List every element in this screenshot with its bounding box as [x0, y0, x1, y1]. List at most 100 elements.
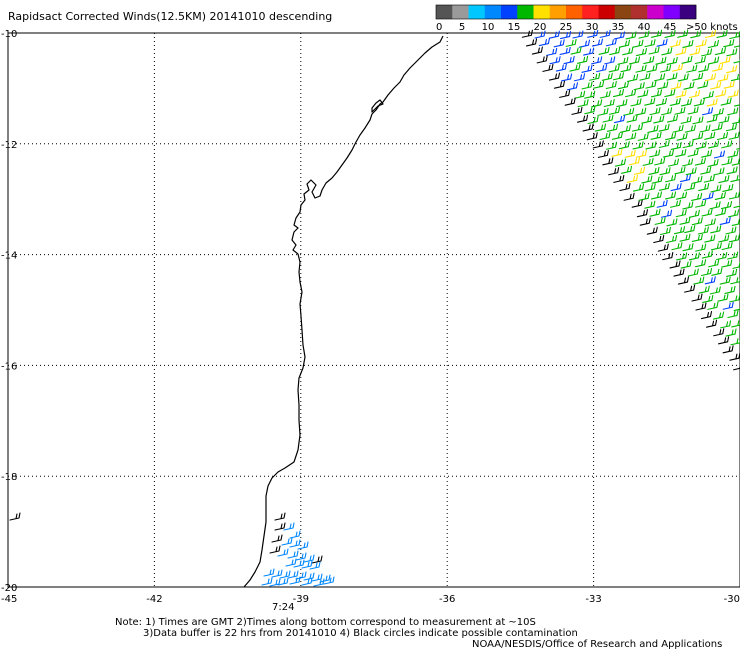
wind-barb — [704, 73, 717, 82]
note-line-1: Note: 1) Times are GMT 2)Times along bot… — [115, 617, 536, 628]
wind-barb — [714, 46, 727, 56]
wind-barb — [289, 539, 301, 548]
wind-barb — [604, 56, 616, 65]
legend-label: 15 — [508, 22, 521, 33]
wind-barb — [665, 174, 677, 183]
wind-barb — [674, 106, 686, 115]
wind-barb — [682, 158, 694, 167]
legend-label: 45 — [664, 22, 677, 33]
wind-barb — [659, 167, 671, 176]
wind-barb — [566, 82, 578, 91]
wind-barb — [684, 225, 696, 234]
legend-label: 5 — [459, 22, 465, 33]
wind-barb — [301, 560, 313, 569]
wind-barb — [690, 30, 702, 39]
legend-swatch — [631, 5, 648, 19]
wind-barb — [729, 352, 740, 361]
wind-barb — [549, 56, 561, 65]
wind-barb — [694, 157, 706, 166]
wind-barb — [656, 199, 668, 208]
wind-barb — [680, 98, 693, 107]
wind-barb — [584, 106, 596, 115]
wind-barb — [691, 293, 703, 302]
wind-barb — [589, 72, 601, 81]
wind-barb — [648, 46, 660, 55]
legend-label: 25 — [560, 22, 573, 33]
wind-barb — [671, 242, 683, 251]
wind-barb — [698, 64, 710, 73]
wind-barb — [732, 261, 740, 269]
wind-barb — [559, 31, 572, 40]
wind-barb — [631, 199, 643, 208]
wind-barb — [701, 107, 714, 116]
wind-barb — [649, 107, 661, 116]
wind-barb — [638, 30, 650, 39]
wind-barb — [666, 56, 678, 65]
coastline — [243, 35, 444, 588]
wind-barb — [689, 47, 701, 56]
wind-barb — [323, 576, 335, 585]
wind-barb — [591, 38, 603, 47]
wind-barb — [559, 46, 571, 56]
wind-barb — [700, 267, 713, 277]
longitude-labels: -45 -42 -39 -36 -33 -30 — [1, 594, 740, 605]
wind-barb — [625, 132, 637, 141]
wind-barb — [728, 234, 740, 243]
wind-barb — [692, 72, 704, 81]
wind-barb — [736, 147, 740, 150]
wind-barb — [616, 99, 628, 108]
wind-barb — [707, 158, 719, 167]
legend-swatch — [484, 5, 502, 19]
wind-barb — [277, 577, 289, 586]
wind-barb — [699, 124, 711, 133]
wind-barb — [682, 39, 694, 48]
wind-barb — [655, 56, 667, 65]
wind-barb — [283, 522, 295, 531]
wind-barb — [633, 82, 645, 91]
wind-barb — [665, 234, 678, 244]
wind-barb — [633, 166, 646, 175]
wind-barb — [672, 124, 684, 133]
wind-barb — [691, 192, 703, 201]
wind-barb — [578, 39, 590, 48]
wind-barb — [643, 56, 655, 65]
wind-barb — [656, 38, 668, 47]
wind-barb — [727, 309, 739, 319]
bay-inlet — [371, 99, 384, 113]
wind-barb — [279, 570, 291, 579]
wind-barb — [274, 512, 286, 521]
legend-label: >50 knots — [686, 22, 738, 33]
wind-barb — [650, 131, 662, 140]
wind-barb — [727, 89, 739, 98]
wind-barb — [725, 328, 737, 337]
wind-barb — [727, 251, 739, 260]
wind-barb — [277, 548, 289, 557]
legend-swatch — [679, 5, 697, 19]
wind-barb — [701, 48, 713, 57]
wind-barb — [710, 184, 722, 193]
wind-barb — [710, 242, 722, 251]
wind-barb — [631, 123, 644, 132]
wind-barb — [697, 226, 709, 235]
wind-barb — [665, 132, 677, 141]
wind-barb — [713, 328, 725, 337]
wind-barb — [683, 81, 695, 90]
wind-barb — [660, 64, 672, 73]
wind-barb — [666, 218, 678, 227]
wind-barb — [625, 89, 637, 98]
wind-barb — [682, 243, 694, 252]
wind-barb — [577, 99, 589, 108]
longitude-label: -45 — [1, 594, 17, 605]
wind-barb — [561, 73, 573, 82]
wind-barb — [632, 183, 645, 192]
wind-barb — [583, 47, 595, 56]
wind-barb — [720, 97, 732, 106]
wind-barb — [635, 107, 647, 116]
wind-barb — [719, 55, 731, 64]
wind-barb — [721, 259, 733, 268]
wind-barb — [726, 268, 738, 277]
wind-barb — [675, 209, 687, 218]
wind-barb — [726, 166, 738, 175]
wind-barb — [711, 123, 723, 132]
